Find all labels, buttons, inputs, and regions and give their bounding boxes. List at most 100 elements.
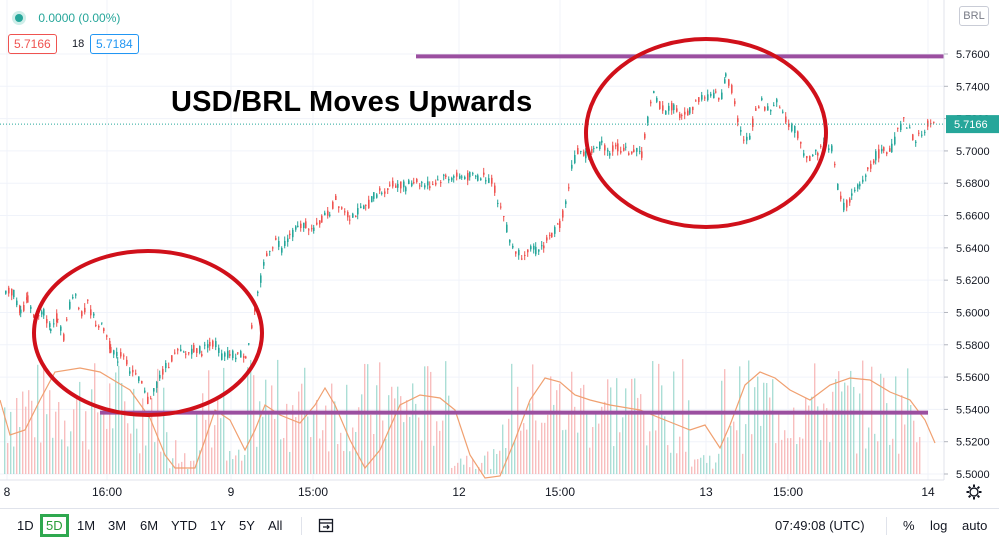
range-5d[interactable]: 5D — [40, 514, 69, 537]
volume-bar — [487, 451, 489, 474]
candle-body — [188, 352, 190, 354]
candle-body — [770, 110, 772, 112]
volume-bar — [541, 422, 543, 474]
volume-bar — [799, 437, 801, 474]
volume-bar — [58, 402, 60, 474]
x-tick-label: 15:00 — [773, 485, 803, 499]
candle-body — [408, 180, 410, 184]
volume-bar — [634, 378, 636, 474]
candle-body — [292, 229, 294, 238]
range-ytd[interactable]: YTD — [171, 518, 197, 533]
volume-bar — [835, 379, 837, 474]
range-1y[interactable]: 1Y — [210, 518, 226, 533]
percent-toggle[interactable]: % — [903, 518, 915, 533]
candle-body — [692, 106, 694, 111]
candle-body — [812, 154, 814, 156]
ask-price[interactable]: 5.7184 — [90, 34, 139, 54]
candle-body — [445, 175, 447, 178]
candle-body — [33, 314, 35, 318]
volume-bar — [292, 405, 294, 474]
candle-body — [565, 201, 567, 205]
volume-bar — [577, 432, 579, 474]
volume-bar — [544, 422, 546, 474]
volume-bar — [868, 427, 870, 474]
volume-bar — [526, 429, 528, 474]
candle-body — [527, 249, 529, 253]
candle-body — [779, 107, 781, 109]
candle-body — [316, 222, 318, 225]
candle-body — [883, 147, 885, 151]
candle-body — [625, 146, 627, 148]
candle-body — [132, 369, 134, 373]
candle-body — [123, 355, 125, 357]
price-chart[interactable]: 5.76005.74005.72005.70005.68005.66005.64… — [0, 0, 999, 508]
volume-bar — [259, 401, 261, 474]
candle-body — [480, 178, 482, 181]
volume-bar — [619, 432, 621, 474]
log-toggle[interactable]: log — [930, 518, 948, 533]
range-1d[interactable]: 1D — [17, 518, 34, 533]
volume-bar — [589, 447, 591, 474]
candle-body — [272, 247, 274, 249]
volume-bar — [625, 388, 627, 474]
volume-bar — [832, 391, 834, 474]
candle-body — [135, 373, 137, 375]
volume-bar — [574, 406, 576, 474]
currency-label[interactable]: BRL — [959, 6, 989, 26]
candle-body — [607, 149, 609, 152]
clock-time[interactable]: 07:49:08 (UTC) — [775, 518, 865, 533]
candle-body — [859, 183, 861, 187]
candle-body — [13, 289, 15, 298]
volume-bar — [850, 370, 852, 474]
range-5y[interactable]: 5Y — [239, 518, 255, 533]
volume-bar — [508, 418, 510, 474]
candle-body — [583, 151, 585, 156]
candle-body — [483, 172, 485, 175]
candle-body — [695, 100, 697, 102]
candle-body — [413, 182, 415, 184]
range-all[interactable]: All — [268, 518, 283, 533]
candle-body — [546, 237, 548, 241]
range-1m[interactable]: 1M — [77, 518, 96, 533]
volume-bar — [298, 391, 300, 474]
volume-bar — [583, 384, 585, 474]
auto-toggle[interactable]: auto — [962, 518, 988, 533]
volume-bar — [568, 413, 570, 474]
settings-icon[interactable] — [966, 484, 982, 500]
candle-body — [349, 219, 351, 221]
candle-body — [212, 340, 214, 347]
range-3m[interactable]: 3M — [108, 518, 127, 533]
candle-body — [475, 175, 477, 177]
candle-body — [639, 150, 641, 152]
candle-body — [609, 153, 611, 156]
volume-bar — [880, 373, 882, 474]
bid-price[interactable]: 5.7166 — [8, 34, 57, 54]
volume-bar — [586, 410, 588, 474]
volume-bar — [565, 429, 567, 474]
candle-body — [687, 110, 689, 116]
candle-body — [150, 398, 152, 400]
candle-body — [551, 232, 553, 238]
date-range-icon[interactable] — [318, 517, 334, 533]
candle-body — [101, 322, 103, 324]
volume-bar — [529, 403, 531, 474]
candle-body — [806, 156, 808, 159]
candle-body — [538, 249, 540, 252]
candle-body — [263, 262, 265, 266]
volume-bar — [397, 386, 399, 474]
candle-body — [710, 93, 712, 96]
candle-body — [78, 307, 80, 309]
volume-bar — [691, 466, 693, 474]
volume-bar — [160, 451, 162, 474]
candle-body — [843, 202, 845, 211]
candle-body — [120, 352, 122, 357]
candle-body — [403, 181, 405, 188]
volume-bar — [379, 362, 381, 474]
volume-bar — [61, 439, 63, 474]
range-6m[interactable]: 6M — [140, 518, 159, 533]
candle-body — [906, 127, 908, 129]
candle-body — [815, 149, 817, 152]
volume-bar — [562, 430, 564, 474]
volume-bar — [97, 412, 99, 474]
candle-body — [235, 357, 237, 360]
